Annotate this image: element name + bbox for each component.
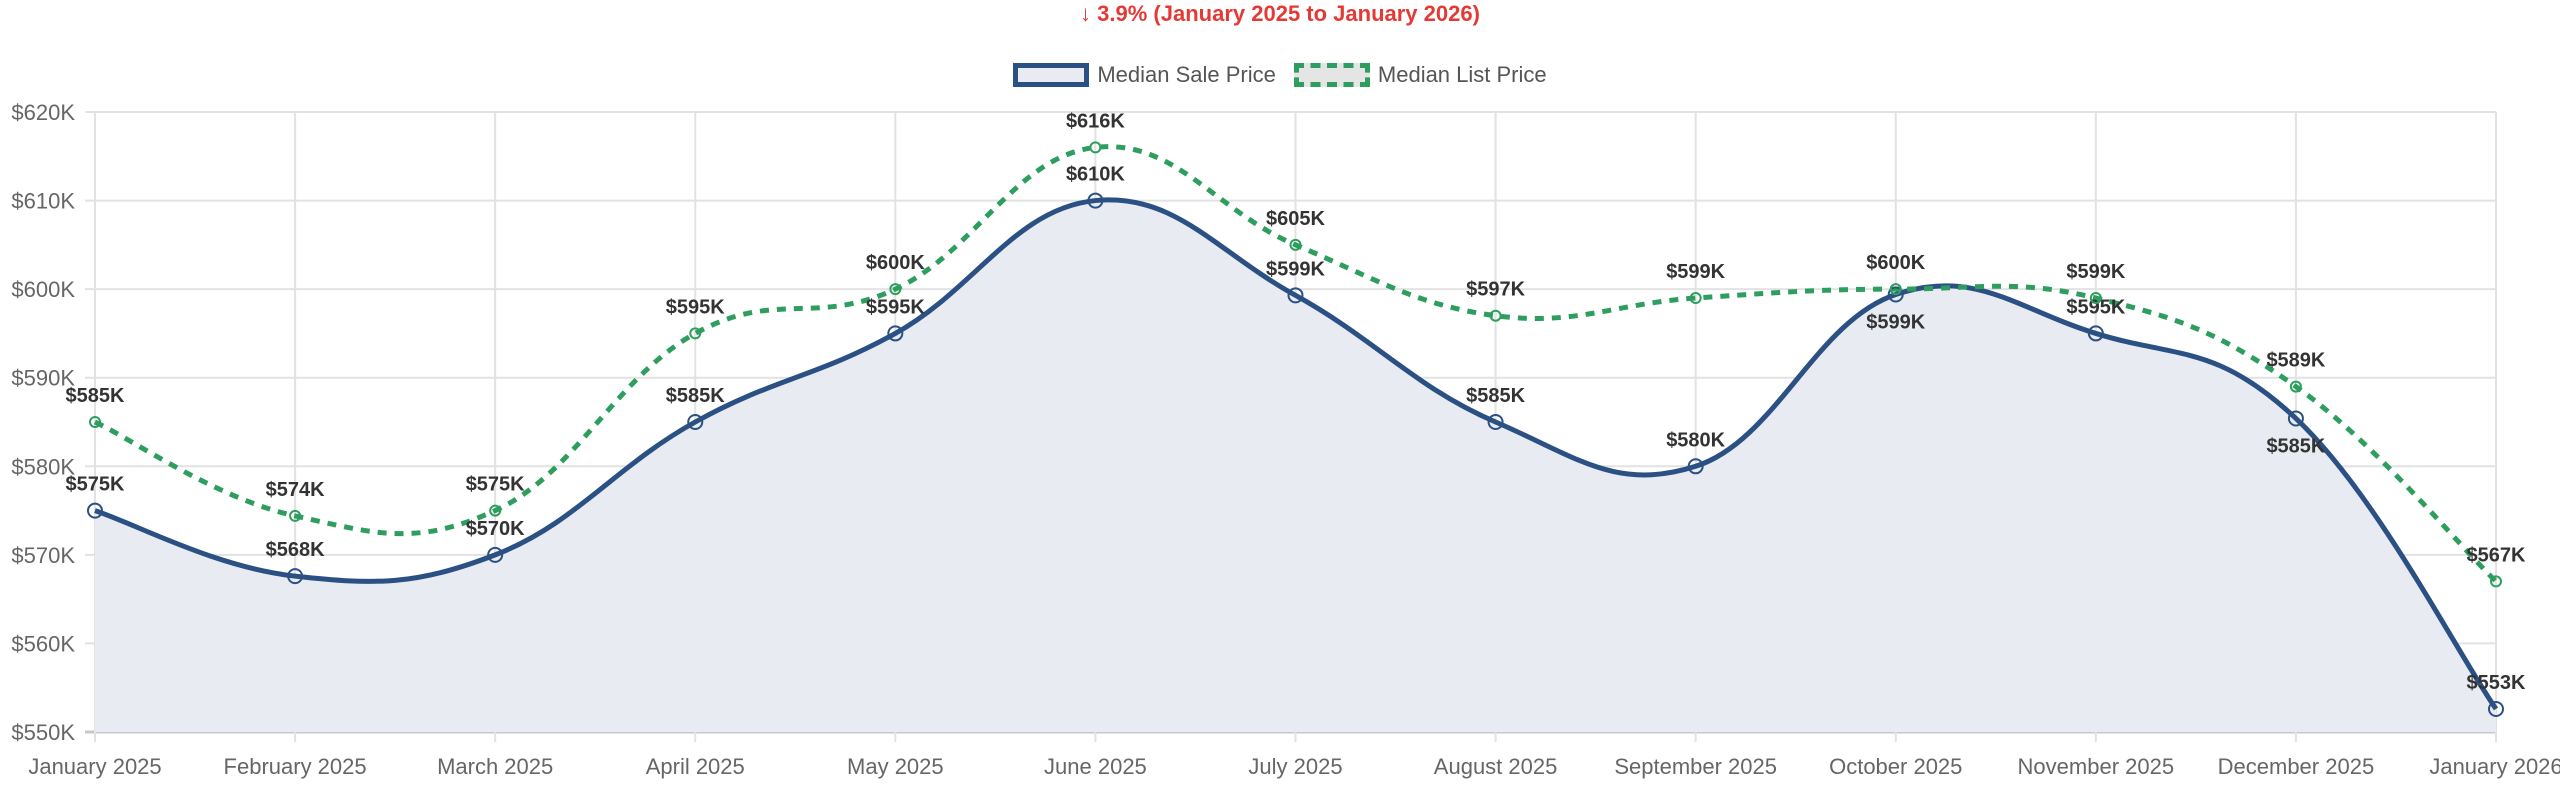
list-point: [1689, 292, 1702, 304]
legend: Median Sale Price Median List Price: [0, 62, 2560, 88]
legend-swatch-list: [1293, 63, 1370, 87]
x-tick-label: May 2025: [847, 754, 944, 779]
legend-label-list: Median List Price: [1377, 62, 1547, 87]
x-tick-label: June 2025: [1044, 754, 1147, 779]
chart-title: ↓ 3.9% (January 2025 to January 2026): [1080, 1, 1480, 26]
sale-area-fill: [95, 199, 2496, 732]
sale-data-label: $585K: [2266, 435, 2325, 457]
list-data-label: $585K: [66, 385, 125, 407]
list-point: [1889, 283, 1902, 296]
sale-data-label: $568K: [266, 539, 325, 561]
list-point: [689, 327, 702, 340]
x-tick-label: January 2026: [2429, 754, 2560, 779]
list-data-label: $575K: [466, 474, 525, 496]
list-data-label: $567K: [2467, 544, 2526, 566]
sale-data-label: $575K: [66, 474, 125, 496]
x-tick-label: September 2025: [1614, 754, 1777, 779]
list-point: [1089, 141, 1102, 154]
legend-label-sale: Median Sale Price: [1097, 62, 1276, 87]
sale-point: [2488, 700, 2504, 717]
list-point: [289, 509, 302, 522]
list-data-label: $599K: [1666, 261, 1725, 283]
y-tick-label: $550K: [11, 720, 75, 745]
sale-point: [1887, 286, 1904, 303]
list-point: [1289, 238, 1302, 251]
sale-price-line: [94, 197, 2499, 711]
x-tick-label: November 2025: [2018, 754, 2175, 779]
sale-point: [87, 502, 103, 519]
sale-data-label: $599K: [1266, 258, 1325, 280]
y-tick-label: $570K: [11, 543, 75, 568]
y-tick-label: $620K: [11, 100, 75, 125]
sale-point: [487, 546, 504, 563]
list-data-label: $605K: [1266, 208, 1325, 230]
legend-swatch-sale: [1013, 63, 1090, 87]
x-tick-label: April 2025: [646, 754, 745, 779]
sale-data-label: $585K: [1466, 385, 1525, 407]
legend-item-sale[interactable]: Median Sale Price: [1013, 62, 1276, 88]
list-data-label: $574K: [266, 479, 325, 501]
sale-data-label: $595K: [2066, 296, 2125, 318]
sale-data-label: $610K: [1066, 164, 1125, 186]
list-point: [89, 416, 101, 428]
sale-point: [2087, 325, 2104, 342]
x-tick-label: July 2025: [1248, 754, 1342, 779]
y-tick-label: $600K: [11, 277, 75, 302]
sale-point: [1287, 287, 1304, 304]
sale-data-label: $599K: [1866, 311, 1925, 333]
list-point: [2289, 380, 2302, 393]
sale-data-label: $580K: [1666, 429, 1725, 451]
y-tick-label: $590K: [11, 366, 75, 391]
sale-point: [687, 414, 704, 430]
x-tick-label: March 2025: [437, 754, 553, 779]
legend-item-list[interactable]: Median List Price: [1293, 62, 1547, 88]
list-point: [2490, 575, 2502, 588]
sale-data-label: $553K: [2467, 672, 2526, 694]
x-tick-label: October 2025: [1829, 754, 1962, 779]
list-data-label: $600K: [1866, 252, 1925, 274]
sale-point: [2287, 410, 2304, 427]
list-point: [489, 504, 502, 517]
list-data-label: $599K: [2066, 261, 2125, 283]
list-data-label: $600K: [866, 252, 925, 274]
list-point: [2089, 292, 2102, 304]
list-data-label: $589K: [2266, 350, 2325, 372]
y-tick-label: $610K: [11, 189, 75, 214]
y-tick-label: $560K: [11, 631, 75, 656]
sale-point: [1487, 414, 1504, 430]
list-data-label: $597K: [1466, 279, 1525, 301]
sale-point: [287, 568, 304, 585]
x-tick-label: December 2025: [2218, 754, 2375, 779]
sale-data-label: $570K: [466, 518, 525, 540]
x-tick-label: August 2025: [1434, 754, 1558, 779]
sale-data-label: $585K: [666, 385, 725, 407]
sale-point: [1687, 458, 1704, 475]
y-tick-label: $580K: [11, 454, 75, 479]
list-point: [889, 283, 902, 296]
sale-point: [1087, 192, 1104, 209]
x-tick-label: February 2025: [224, 754, 367, 779]
sale-data-label: $595K: [866, 296, 925, 318]
list-point: [1489, 309, 1502, 322]
list-data-label: $595K: [666, 296, 725, 318]
x-tick-label: January 2025: [28, 754, 161, 779]
list-data-label: $616K: [1066, 110, 1125, 132]
sale-point: [887, 325, 904, 342]
